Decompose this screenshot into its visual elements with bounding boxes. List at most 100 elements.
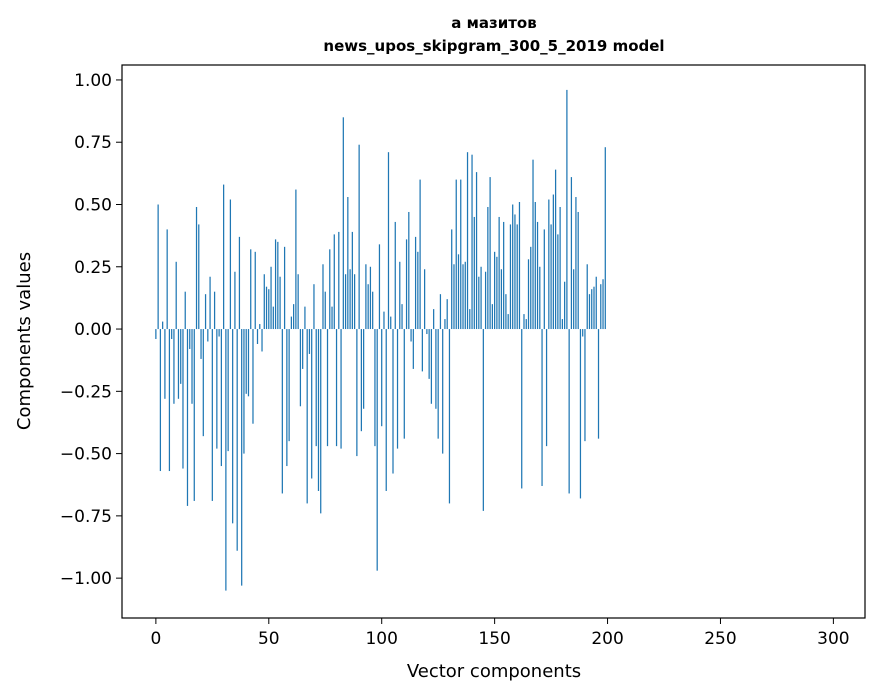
bar-180 — [561, 319, 563, 330]
bar-151 — [496, 256, 498, 330]
bar-14 — [186, 329, 189, 506]
bar-196 — [597, 329, 600, 439]
bar-3 — [162, 321, 164, 330]
bar-115 — [414, 236, 417, 330]
bar-179 — [559, 206, 561, 330]
bar-17 — [193, 329, 195, 501]
bar-109 — [401, 304, 403, 330]
bar-170 — [539, 266, 541, 330]
bar-0 — [155, 329, 157, 340]
bar-158 — [512, 204, 514, 330]
bar-164 — [525, 319, 527, 330]
bar-127 — [442, 329, 444, 454]
bar-60 — [290, 316, 292, 330]
bar-48 — [263, 274, 265, 330]
bar-104 — [390, 316, 392, 330]
bar-111 — [405, 239, 408, 330]
bar-97 — [374, 329, 376, 447]
bar-140 — [471, 154, 473, 330]
bar-117 — [419, 179, 421, 330]
bar-31 — [225, 329, 227, 591]
bar-190 — [584, 329, 586, 442]
bar-189 — [582, 329, 584, 337]
bar-101 — [383, 311, 385, 330]
bar-197 — [600, 284, 602, 330]
bar-82 — [340, 329, 342, 449]
bar-160 — [516, 224, 518, 330]
bar-157 — [509, 224, 512, 330]
bar-178 — [557, 234, 559, 330]
bar-70 — [313, 284, 315, 330]
x-tick-label: 200 — [591, 629, 623, 649]
bar-63 — [297, 274, 299, 330]
bar-199 — [604, 147, 606, 330]
bar-99 — [378, 244, 381, 330]
y-tick-label: −0.25 — [60, 382, 112, 402]
bar-114 — [412, 329, 414, 369]
bar-83 — [342, 117, 344, 330]
bar-68 — [308, 329, 311, 354]
bar-168 — [534, 202, 536, 330]
bar-105 — [392, 329, 394, 474]
bar-112 — [408, 211, 410, 330]
y-tick-label: 0.00 — [74, 320, 112, 340]
bar-39 — [243, 329, 245, 454]
bar-50 — [268, 289, 270, 330]
bar-37 — [238, 236, 241, 330]
bar-43 — [252, 329, 254, 424]
bar-62 — [295, 189, 297, 330]
bar-146 — [484, 271, 487, 330]
x-axis-ticks: 0 50 100 150 200 250 300 — [150, 618, 850, 649]
bar-64 — [299, 329, 302, 407]
bar-94 — [367, 284, 369, 330]
bar-61 — [293, 304, 295, 330]
bar-5 — [166, 229, 168, 330]
bar-159 — [514, 214, 516, 330]
bar-56 — [281, 329, 283, 494]
bar-108 — [399, 261, 401, 330]
bar-129 — [446, 299, 448, 330]
bar-174 — [548, 199, 550, 330]
bar-136 — [462, 264, 464, 330]
bar-155 — [505, 294, 507, 330]
y-tick-label: −1.00 — [60, 569, 112, 589]
x-tick-label: 0 — [150, 629, 161, 649]
bar-113 — [410, 329, 412, 342]
bar-53 — [274, 239, 277, 330]
chart-title: а мазитов — [451, 14, 536, 32]
bar-131 — [451, 229, 453, 330]
bar-142 — [475, 172, 478, 330]
bar-27 — [216, 329, 218, 449]
bar-120 — [426, 329, 428, 335]
bar-195 — [595, 276, 597, 330]
bar-78 — [331, 306, 333, 330]
bar-121 — [428, 329, 430, 379]
bar-182 — [566, 89, 568, 330]
bar-18 — [195, 206, 198, 330]
bar-177 — [554, 169, 557, 330]
bar-147 — [487, 206, 489, 330]
bar-162 — [521, 329, 523, 489]
bar-73 — [320, 329, 322, 514]
bar-72 — [317, 329, 320, 491]
bar-4 — [164, 329, 166, 399]
bar-102 — [385, 329, 387, 491]
bar-44 — [254, 251, 256, 330]
bar-40 — [245, 329, 247, 394]
bar-36 — [236, 329, 238, 551]
bar-124 — [435, 329, 437, 409]
chart-subtitle: news_upos_skipgram_300_5_2019 model — [323, 37, 664, 55]
bar-141 — [473, 216, 475, 330]
bar-183 — [568, 329, 570, 494]
bar-10 — [177, 329, 180, 399]
bar-23 — [207, 329, 209, 342]
bar-154 — [503, 221, 505, 330]
plot-frame — [121, 64, 866, 619]
bar-58 — [286, 329, 288, 467]
bar-25 — [211, 329, 213, 501]
bar-52 — [272, 306, 274, 330]
bar-96 — [372, 291, 374, 330]
bar-28 — [218, 329, 220, 337]
